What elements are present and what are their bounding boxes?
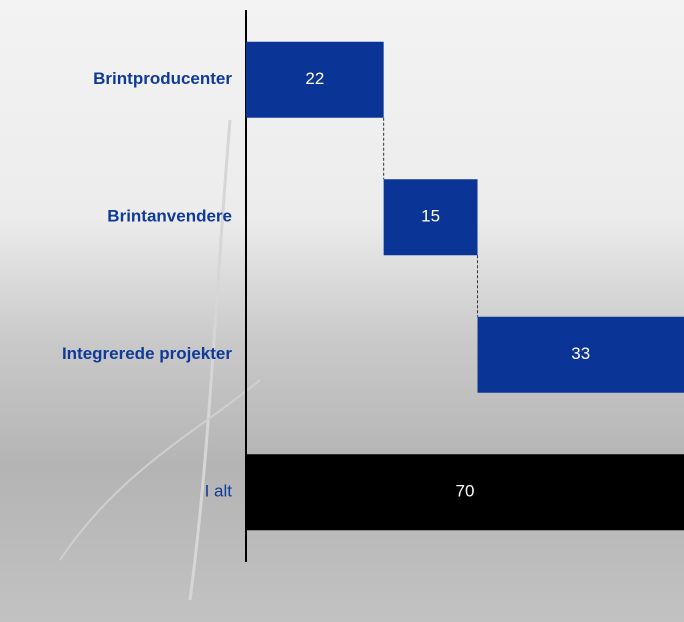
category-label: Integrerede projekter (62, 344, 232, 363)
value-label: 22 (305, 69, 324, 88)
bar (383, 179, 478, 256)
value-label: 70 (456, 482, 475, 501)
bar (477, 316, 684, 393)
category-label: Brintproducenter (93, 69, 232, 88)
background-stem (59, 379, 261, 561)
category-label: I alt (205, 482, 233, 501)
category-label: Brintanvendere (107, 207, 232, 226)
bar (246, 41, 384, 118)
value-label: 33 (571, 344, 590, 363)
bar (246, 454, 684, 531)
value-label: 15 (421, 207, 440, 226)
background-stem (188, 119, 232, 601)
plot: 22 Brintproducenter 15 Brintanvendere 33 Inte… (62, 41, 684, 531)
